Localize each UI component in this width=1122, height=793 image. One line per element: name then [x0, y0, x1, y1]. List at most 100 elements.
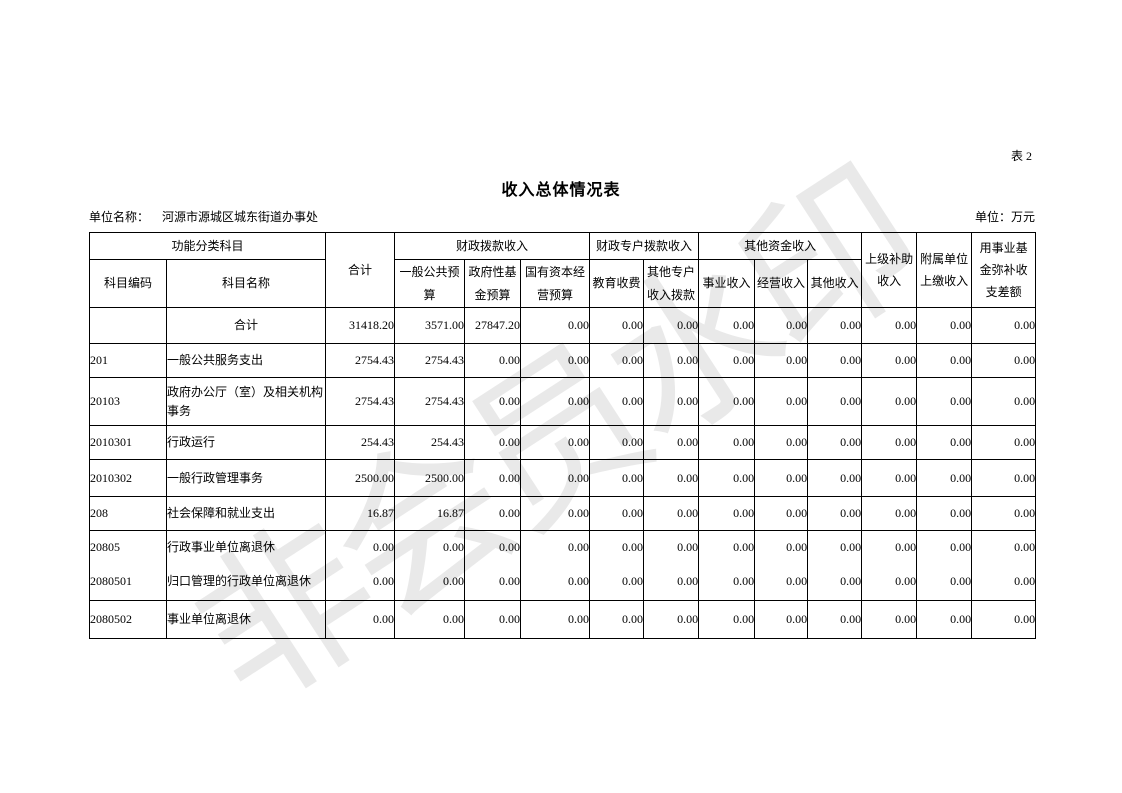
unit-name-value: 河源市源城区城东街道办事处: [162, 210, 319, 224]
cell-value: 0.00: [754, 563, 809, 601]
cell-value: 2754.43: [394, 343, 466, 378]
unit-name-line: 单位名称： 河源市源城区城东街道办事处: [89, 208, 318, 225]
cell-value: 0.00: [698, 459, 756, 497]
cell-value: 0.00: [971, 425, 1037, 460]
cell-name: 归口管理的行政单位离退休: [166, 563, 327, 601]
page-title: 收入总体情况表: [501, 182, 621, 199]
cell-value: 0.00: [698, 496, 756, 531]
cell-name: 政府办公厅（室）及相关机构事务: [166, 377, 327, 426]
cell-value: 0.00: [807, 459, 863, 497]
cell-value: 0.00: [325, 600, 396, 639]
header-affiliated-unit-income: 附属单位 上缴收入: [916, 232, 973, 308]
cell-value: 0.00: [464, 496, 522, 531]
cell-value: 0.00: [464, 425, 522, 460]
cell-value: 0.00: [807, 496, 863, 531]
cell-value: 0.00: [520, 530, 591, 564]
cell-value: 0.00: [643, 530, 700, 564]
cell-value: 0.00: [325, 563, 396, 601]
cell-value: 0.00: [971, 307, 1037, 344]
cell-code: 2080502: [89, 600, 167, 639]
cell-value: 0.00: [807, 377, 863, 426]
cell-value: 0.00: [464, 600, 522, 639]
table-number-label: 表 2: [1011, 149, 1033, 163]
cell-value: 0.00: [394, 563, 466, 601]
cell-value: 0.00: [916, 563, 973, 601]
cell-code: 208: [89, 496, 167, 531]
header-subject-name: 科目名称: [166, 259, 327, 308]
header-row-groups: 功能分类科目 合计 财政拨款收入 财政专户拨款收入 其他资金收入 上级补助 收入…: [89, 232, 1037, 308]
header-fiscal-appropriation-income: 财政拨款收入: [394, 232, 591, 260]
header-special-account-income: 财政专户拨款收入: [589, 232, 700, 260]
cell-value: 0.00: [520, 343, 591, 378]
table-row: 208 社会保障和就业支出 16.87 16.87 0.00 0.00 0.00…: [89, 496, 1037, 531]
cell-code: 2080501: [89, 563, 167, 601]
cell-value: 0.00: [754, 377, 809, 426]
cell-value: 0.00: [589, 530, 645, 564]
header-row-columns: 科目编码 科目名称 一般公共预 算 政府性基 金预算 国有资本经 营预算 教育收…: [89, 259, 1036, 308]
income-overview-table: 功能分类科目 合计 财政拨款收入 财政专户拨款收入 其他资金收入 上级补助 收入…: [89, 232, 1037, 639]
cell-value: 0.00: [916, 425, 973, 460]
table-row: 2010302 一般行政管理事务 2500.00 2500.00 0.00 0.…: [89, 459, 1037, 497]
header-functional-classification: 功能分类科目: [89, 232, 327, 260]
cell-value: 16.87: [394, 496, 466, 531]
cell-value: 0.00: [464, 343, 522, 378]
header-other-funds-income: 其他资金收入: [698, 232, 863, 260]
cell-code: 2010301: [89, 425, 167, 460]
cell-value: 0.00: [861, 425, 918, 460]
header-government-fund-budget: 政府性基 金预算: [464, 259, 522, 308]
table-row: 20805 行政事业单位离退休 0.00 0.00 0.00 0.00 0.00…: [89, 530, 1037, 564]
cell-value: 0.00: [754, 307, 809, 344]
meta-row: 单位名称： 河源市源城区城东街道办事处 单位：万元: [89, 208, 1035, 225]
cell-value: 0.00: [754, 530, 809, 564]
cell-name: 事业单位离退休: [166, 600, 327, 639]
cell-value: 0.00: [698, 307, 756, 344]
cell-value: 0.00: [325, 530, 396, 564]
cell-value: 0.00: [589, 459, 645, 497]
table-row: 2080501 归口管理的行政单位离退休 0.00 0.00 0.00 0.00…: [89, 563, 1037, 601]
header-subject-code: 科目编码: [89, 259, 167, 308]
cell-name: 一般公共服务支出: [166, 343, 327, 378]
unit-name-label: 单位名称：: [89, 210, 150, 224]
cell-value: 0.00: [698, 600, 756, 639]
cell-value: 0.00: [520, 459, 591, 497]
cell-value: 0.00: [861, 563, 918, 601]
cell-name: 行政事业单位离退休: [166, 530, 327, 564]
cell-value: 0.00: [971, 530, 1037, 564]
cell-name: 行政运行: [166, 425, 327, 460]
cell-value: 0.00: [464, 530, 522, 564]
table-row-total: 合计 31418.20 3571.00 27847.20 0.00 0.00 0…: [89, 307, 1037, 344]
cell-value: 0.00: [807, 343, 863, 378]
cell-value: 2754.43: [325, 343, 396, 378]
header-other-special-account: 其他专户 收入拨款: [643, 259, 700, 308]
unit-of-measure-label: 单位：万元: [974, 210, 1035, 224]
cell-value: 0.00: [971, 600, 1037, 639]
table-row: 2010301 行政运行 254.43 254.43 0.00 0.00 0.0…: [89, 425, 1037, 460]
cell-value: 0.00: [589, 600, 645, 639]
cell-value: 0.00: [394, 600, 466, 639]
header-state-capital-budget: 国有资本经 营预算: [520, 259, 591, 308]
cell-value: 2500.00: [325, 459, 396, 497]
cell-value: 0.00: [916, 459, 973, 497]
cell-code: 201: [89, 343, 167, 378]
cell-value: 0.00: [861, 377, 918, 426]
cell-value: 0.00: [464, 459, 522, 497]
cell-value: 0.00: [754, 343, 809, 378]
cell-value: 0.00: [971, 563, 1037, 601]
cell-value: 0.00: [807, 425, 863, 460]
cell-value: 27847.20: [464, 307, 522, 344]
cell-name: 社会保障和就业支出: [166, 496, 327, 531]
header-education-fee: 教育收费: [589, 259, 645, 308]
header-fund-balance: 用事业基 金弥补收 支差额: [971, 232, 1037, 308]
header-general-public-budget: 一般公共预 算: [394, 259, 466, 308]
cell-value: 0.00: [643, 459, 700, 497]
cell-value: 31418.20: [325, 307, 396, 344]
cell-value: 0.00: [643, 563, 700, 601]
cell-value: 0.00: [807, 530, 863, 564]
cell-value: 0.00: [520, 496, 591, 531]
cell-value: 0.00: [754, 459, 809, 497]
cell-value: 0.00: [643, 600, 700, 639]
cell-value: 2754.43: [394, 377, 466, 426]
header-operating-income: 经营收入: [754, 259, 809, 308]
cell-value: 0.00: [916, 307, 973, 344]
